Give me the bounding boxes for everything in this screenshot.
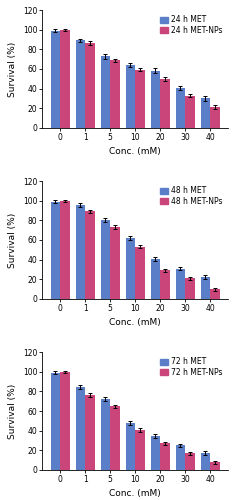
- Legend: 48 h MET, 48 h MET-NPs: 48 h MET, 48 h MET-NPs: [157, 184, 226, 209]
- Y-axis label: Survival (%): Survival (%): [8, 212, 17, 268]
- Bar: [135, 247, 145, 299]
- Legend: 72 h MET, 72 h MET-NPs: 72 h MET, 72 h MET-NPs: [157, 354, 226, 380]
- Bar: [60, 30, 70, 128]
- Bar: [126, 65, 135, 128]
- Bar: [101, 399, 110, 470]
- Bar: [51, 202, 60, 299]
- Bar: [200, 454, 210, 470]
- X-axis label: Conc. (mM): Conc. (mM): [109, 148, 161, 156]
- Bar: [151, 258, 160, 299]
- Bar: [160, 270, 170, 299]
- Bar: [110, 406, 120, 470]
- X-axis label: Conc. (mM): Conc. (mM): [109, 318, 161, 328]
- Bar: [51, 30, 60, 128]
- Bar: [110, 227, 120, 299]
- Legend: 24 h MET, 24 h MET-NPs: 24 h MET, 24 h MET-NPs: [157, 12, 226, 38]
- Bar: [176, 88, 185, 128]
- Bar: [176, 268, 185, 299]
- Bar: [85, 44, 95, 128]
- Bar: [51, 372, 60, 470]
- Y-axis label: Survival (%): Survival (%): [8, 384, 17, 438]
- Bar: [101, 220, 110, 299]
- Bar: [185, 454, 195, 470]
- Bar: [60, 372, 70, 470]
- Bar: [126, 238, 135, 299]
- Bar: [85, 396, 95, 470]
- Bar: [210, 462, 219, 470]
- Bar: [200, 98, 210, 128]
- Bar: [126, 423, 135, 470]
- Bar: [85, 212, 95, 299]
- X-axis label: Conc. (mM): Conc. (mM): [109, 490, 161, 498]
- Bar: [210, 108, 219, 128]
- Bar: [200, 278, 210, 299]
- Bar: [210, 289, 219, 299]
- Bar: [176, 446, 185, 470]
- Y-axis label: Survival (%): Survival (%): [8, 42, 17, 96]
- Bar: [60, 200, 70, 299]
- Bar: [151, 71, 160, 128]
- Bar: [185, 96, 195, 128]
- Bar: [101, 56, 110, 128]
- Bar: [76, 388, 85, 470]
- Bar: [135, 430, 145, 470]
- Bar: [110, 60, 120, 128]
- Bar: [160, 444, 170, 470]
- Bar: [76, 40, 85, 128]
- Bar: [151, 436, 160, 470]
- Bar: [160, 79, 170, 128]
- Bar: [185, 278, 195, 299]
- Bar: [135, 70, 145, 128]
- Bar: [76, 204, 85, 299]
